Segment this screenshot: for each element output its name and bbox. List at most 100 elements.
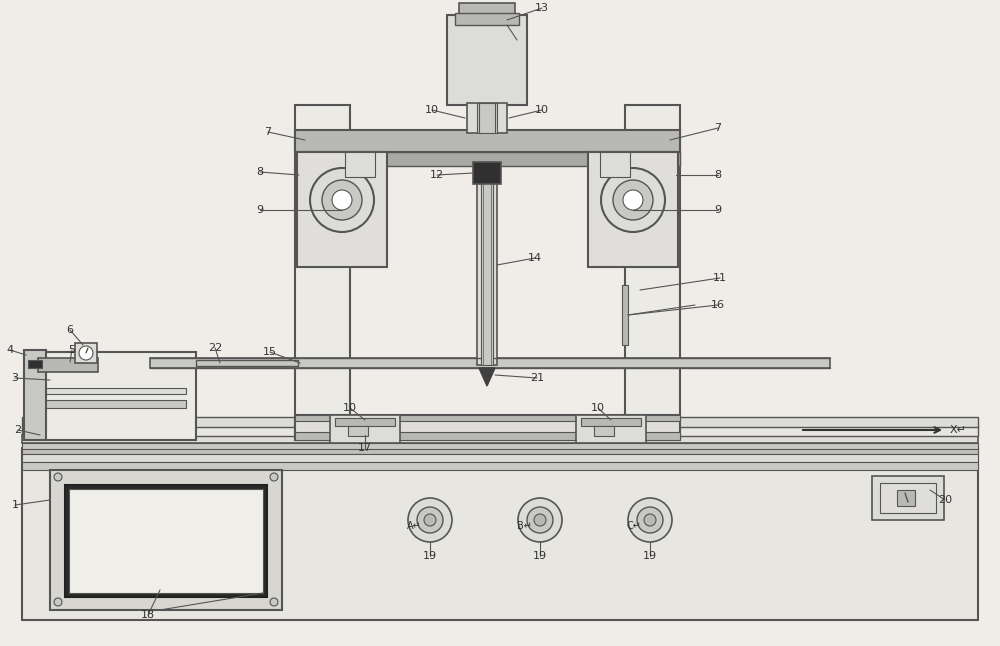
Text: X↵: X↵ [949, 425, 966, 435]
Circle shape [424, 514, 436, 526]
Bar [622, 285, 628, 345]
Bar [473, 162, 501, 184]
Bar [581, 418, 641, 426]
Bar [22, 462, 978, 470]
Circle shape [417, 507, 443, 533]
Circle shape [644, 514, 656, 526]
Bar [330, 415, 400, 443]
Circle shape [518, 498, 562, 542]
Bar [295, 415, 680, 440]
Circle shape [628, 498, 672, 542]
Circle shape [637, 507, 663, 533]
Text: 16: 16 [711, 300, 725, 310]
Text: 9: 9 [256, 205, 264, 215]
Bar [22, 417, 978, 427]
Bar [196, 360, 298, 366]
Text: 20: 20 [938, 495, 952, 505]
Bar [455, 13, 519, 25]
Circle shape [408, 498, 452, 542]
Bar [297, 152, 387, 267]
Bar [345, 152, 375, 177]
Text: C↵: C↵ [627, 521, 641, 531]
Text: 13: 13 [535, 3, 549, 13]
Text: 19: 19 [533, 551, 547, 561]
Bar [467, 103, 507, 133]
Bar [295, 432, 680, 440]
Bar [22, 435, 978, 443]
Text: 15: 15 [263, 347, 277, 357]
Bar [295, 105, 350, 440]
Bar [50, 470, 282, 610]
Text: 4: 4 [6, 345, 14, 355]
Text: 10: 10 [425, 105, 439, 115]
Text: 8: 8 [256, 167, 264, 177]
Circle shape [270, 473, 278, 481]
Bar [625, 105, 680, 440]
Bar [477, 103, 497, 133]
Circle shape [322, 180, 362, 220]
Text: B↵: B↵ [517, 521, 531, 531]
Bar [22, 443, 978, 449]
Circle shape [527, 507, 553, 533]
Text: 10: 10 [591, 403, 605, 413]
Bar [295, 415, 680, 421]
Circle shape [54, 598, 62, 606]
Bar [69, 489, 263, 593]
Circle shape [79, 346, 93, 360]
Text: A↵: A↵ [407, 521, 421, 531]
Bar [28, 352, 196, 440]
Bar [481, 165, 493, 365]
Text: 21: 21 [530, 373, 544, 383]
Circle shape [310, 168, 374, 232]
Text: 12: 12 [430, 170, 444, 180]
Text: 17: 17 [358, 443, 372, 453]
Text: 10: 10 [535, 105, 549, 115]
Bar [348, 426, 368, 436]
Text: 10: 10 [343, 403, 357, 413]
Text: 5: 5 [69, 345, 76, 355]
Text: 19: 19 [643, 551, 657, 561]
Text: 11: 11 [713, 273, 727, 283]
Text: 7: 7 [264, 127, 272, 137]
Text: 19: 19 [423, 551, 437, 561]
Text: 18: 18 [141, 610, 155, 620]
Bar [38, 388, 186, 394]
Bar [28, 360, 42, 368]
Text: 9: 9 [714, 205, 722, 215]
Bar [872, 476, 944, 520]
Bar [600, 152, 630, 177]
Circle shape [623, 190, 643, 210]
Circle shape [332, 190, 352, 210]
Text: 1: 1 [12, 500, 19, 510]
Text: 14: 14 [528, 253, 542, 263]
Bar [447, 15, 527, 105]
Bar [459, 3, 515, 19]
Bar [22, 448, 978, 454]
Bar [75, 343, 97, 363]
Bar [477, 165, 497, 365]
Text: 6: 6 [67, 325, 74, 335]
Bar [295, 130, 680, 152]
Polygon shape [479, 368, 495, 386]
Bar [295, 152, 680, 166]
Bar [335, 418, 395, 426]
Bar [22, 426, 978, 436]
Bar [38, 358, 98, 372]
Text: 3: 3 [12, 373, 19, 383]
Bar [594, 426, 614, 436]
Circle shape [601, 168, 665, 232]
Bar [65, 485, 267, 597]
Bar [22, 448, 978, 620]
Text: 7: 7 [714, 123, 722, 133]
Bar [22, 454, 978, 462]
Circle shape [54, 473, 62, 481]
Bar [38, 400, 186, 408]
Bar [880, 483, 936, 513]
Bar [22, 448, 978, 470]
Bar [24, 350, 46, 440]
Text: 8: 8 [714, 170, 722, 180]
Circle shape [534, 514, 546, 526]
Text: 22: 22 [208, 343, 222, 353]
Bar [150, 358, 830, 368]
Text: 2: 2 [14, 425, 22, 435]
